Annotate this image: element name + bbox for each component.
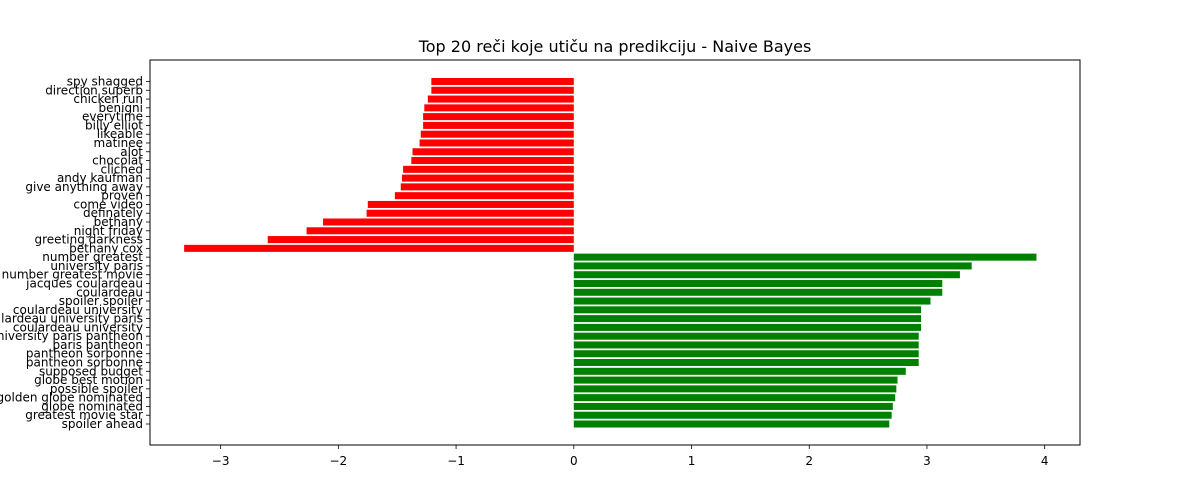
category-label: benigni: [99, 101, 144, 115]
bar: [573, 341, 919, 349]
category-label: everytime: [82, 110, 143, 124]
category-label: matinee: [94, 136, 143, 150]
bar: [419, 139, 574, 147]
bar: [573, 297, 931, 305]
bar: [367, 200, 574, 208]
bar: [423, 113, 574, 121]
category-label: definately: [83, 206, 143, 220]
bar: [427, 95, 574, 103]
category-label: give anything away: [25, 180, 143, 194]
bar: [573, 367, 906, 375]
bar: [366, 209, 574, 217]
category-label: greatest movie star: [25, 408, 143, 422]
category-label: coulardeau: [76, 285, 143, 299]
chart-title: Top 20 reči koje utiču na predikciju - N…: [418, 37, 812, 56]
bar: [411, 157, 574, 165]
category-label: coulardeau university paris: [0, 312, 143, 326]
bar: [412, 148, 574, 156]
bar: [573, 306, 922, 314]
category-label: university paris pantheon: [0, 329, 143, 343]
category-label: billy elliot: [85, 118, 143, 132]
category-label: jacques coulardeau: [25, 276, 143, 290]
bar: [573, 253, 1037, 261]
bar: [573, 385, 897, 393]
category-label: number greatest movie: [2, 268, 143, 282]
bar: [573, 359, 919, 367]
x-tick-label: −3: [212, 454, 230, 468]
category-label: number greatest: [42, 250, 143, 264]
bar: [420, 130, 574, 138]
bar: [573, 315, 922, 323]
category-label: supposed budget: [39, 364, 143, 378]
bar: [424, 104, 574, 112]
bar: [573, 402, 893, 410]
bar: [573, 279, 943, 287]
category-label: paris pantheon: [52, 338, 143, 352]
category-label: pantheon sorbonne: [26, 347, 143, 361]
bars-group: [184, 77, 1037, 428]
plot-frame: [149, 59, 1081, 446]
category-label: bethany cox: [69, 241, 143, 255]
category-label: andy kaufman: [57, 171, 143, 185]
category-label: possible spoiler: [50, 382, 143, 396]
x-tick-label: −1: [447, 454, 465, 468]
bar: [400, 183, 574, 191]
bar: [573, 411, 892, 419]
category-label: proven: [101, 189, 143, 203]
x-tick-label: 3: [923, 454, 931, 468]
bar: [394, 192, 574, 200]
category-label: bethany: [94, 215, 143, 229]
category-label: greeting darkness: [35, 233, 143, 247]
category-label: come video: [73, 197, 143, 211]
bar: [573, 262, 972, 270]
category-label: golden globe nominated: [0, 391, 143, 405]
bar: [403, 165, 574, 173]
bar: [573, 350, 919, 358]
bar: [401, 174, 574, 182]
category-label: spoiler spoiler: [59, 294, 143, 308]
x-tick-label: 0: [570, 454, 578, 468]
x-tick-label: 2: [805, 454, 813, 468]
bar: [573, 288, 943, 296]
x-tick-label: 4: [1041, 454, 1049, 468]
category-label: direction superb: [45, 83, 143, 97]
category-label: chocolat: [92, 154, 143, 168]
category-label: night friday: [74, 224, 143, 238]
bar: [267, 236, 574, 244]
bar: [431, 86, 574, 94]
category-label: coulardeau university: [13, 320, 143, 334]
bar: [323, 218, 574, 226]
bar: [573, 323, 922, 331]
category-label: cliched: [101, 162, 143, 176]
x-axis-ticks: −3 −2 −1 0 1 2 3 4: [212, 445, 1049, 468]
bar: [573, 332, 919, 340]
bar: [573, 271, 960, 279]
x-tick-label: 1: [688, 454, 696, 468]
bar: [573, 394, 896, 402]
category-label: likeable: [97, 127, 143, 141]
bar: [423, 121, 574, 129]
category-label: globe best motion: [34, 373, 143, 387]
x-tick-label: −2: [330, 454, 348, 468]
category-label: coulardeau university: [13, 303, 143, 317]
bar: [306, 227, 574, 235]
category-label: chicken run: [73, 92, 143, 106]
bar: [184, 244, 574, 252]
category-label: spy shagged: [67, 75, 143, 89]
category-label: alot: [120, 145, 143, 159]
bar: [431, 77, 574, 86]
category-label: globe nominated: [41, 399, 143, 413]
category-label: pantheon sorbonne: [26, 356, 143, 370]
bar: [573, 420, 890, 428]
category-label: spoiler ahead: [62, 417, 143, 431]
category-label: university paris: [50, 259, 143, 273]
bar: [573, 376, 898, 384]
